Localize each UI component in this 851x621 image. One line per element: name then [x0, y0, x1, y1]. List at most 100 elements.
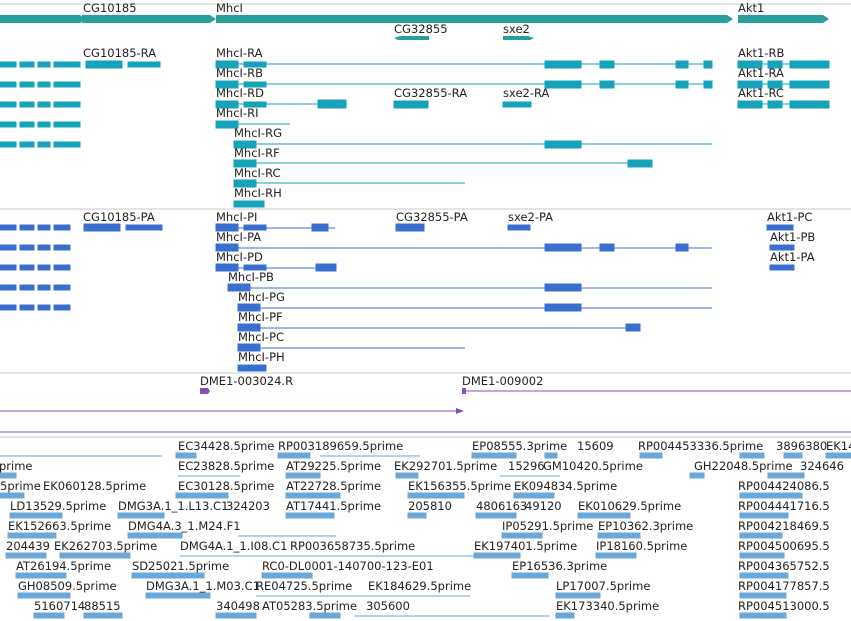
est-label[interactable]: RP004453336.5prime: [638, 439, 763, 453]
protein-label[interactable]: Akt1-PA: [770, 250, 815, 264]
protein-label[interactable]: sxe2-PA: [508, 210, 553, 224]
transcript-label[interactable]: Akt1-RB: [738, 46, 784, 60]
gene-feature[interactable]: Akt1: [738, 1, 829, 23]
protein-label[interactable]: Akt1-PB: [770, 230, 815, 244]
region-feature[interactable]: [0, 408, 464, 414]
protein-track-canvas: CG10185-PA MhcI-PI CG32855-PA sxe2-PA Ak…: [0, 208, 851, 372]
est-label[interactable]: DMG4A.3_1.M24.F1: [128, 519, 241, 533]
est-label[interactable]: AT26194.5prime: [16, 559, 111, 573]
est-label[interactable]: DMG4A.1_1.I08.C1: [180, 539, 287, 553]
est-label[interactable]: 15609: [577, 439, 614, 453]
est-label[interactable]: EK010629.5prime: [578, 499, 681, 513]
est-label[interactable]: 205810: [408, 499, 452, 513]
transcript-label[interactable]: CG32855-RA: [394, 86, 467, 100]
est-label[interactable]: AT05283.5prime: [262, 599, 357, 613]
est-label[interactable]: RP004424086.5: [738, 479, 830, 493]
est-label[interactable]: AT29225.5prime: [286, 459, 381, 473]
est-label[interactable]: 324203: [226, 499, 270, 513]
est-label[interactable]: 4806163: [476, 499, 527, 513]
est-label[interactable]: IP05291.5prime: [502, 519, 593, 533]
est-label[interactable]: RP004441716.5: [738, 499, 830, 513]
est-label[interactable]: EK184629.5prime: [368, 579, 471, 593]
protein-label[interactable]: MhcI-PH: [238, 350, 285, 364]
region-feature[interactable]: DME1-009002: [462, 374, 851, 394]
protein-label[interactable]: MhcI-PD: [216, 250, 263, 264]
est-label[interactable]: EK060128.5prime: [43, 479, 146, 493]
transcript-label[interactable]: MhcI-RI: [216, 106, 258, 120]
est-label[interactable]: GH22048.5prime: [694, 459, 793, 473]
est-label[interactable]: EK262703.5prime: [54, 539, 157, 553]
protein-label[interactable]: CG10185-PA: [83, 210, 155, 224]
protein-label[interactable]: MhcI-PG: [238, 290, 285, 304]
transcript-label[interactable]: MhcI-RA: [216, 46, 263, 60]
transcript-label[interactable]: MhcI-RF: [234, 146, 280, 160]
transcript-label[interactable]: MhcI-RB: [216, 66, 263, 80]
transcript-label[interactable]: Akt1-RC: [738, 86, 784, 100]
est-label[interactable]: GM10420.5prime: [543, 459, 643, 473]
est-label[interactable]: RP004218469.5: [738, 519, 830, 533]
est-label[interactable]: LP17007.5prime: [556, 579, 650, 593]
est-label[interactable]: GH08509.5prime: [18, 579, 117, 593]
est-label[interactable]: EC30128.5prime: [178, 479, 274, 493]
gene-feature[interactable]: CG32855: [394, 22, 448, 40]
est-label[interactable]: 5160714: [34, 599, 85, 613]
protein-label[interactable]: MhcI-PF: [238, 310, 283, 324]
est-label[interactable]: 5prime: [0, 479, 41, 493]
est-label[interactable]: IP18160.5prime: [596, 539, 687, 553]
est-label[interactable]: EK152663.5prime: [8, 519, 111, 533]
transcript-label[interactable]: MhcI-RD: [216, 86, 264, 100]
est-label[interactable]: RE04725.5prime: [256, 579, 352, 593]
est-label[interactable]: EP10362.3prime: [598, 519, 693, 533]
est-label[interactable]: RP004177857.5: [738, 579, 830, 593]
transcript-label[interactable]: sxe2-RA: [503, 86, 550, 100]
est-label[interactable]: RP003189659.5prime: [278, 439, 403, 453]
est-label[interactable]: 3896380: [776, 439, 827, 453]
transcript-label[interactable]: MhcI-RH: [234, 186, 282, 200]
est-label[interactable]: EC23828.5prime: [178, 459, 274, 473]
est-label[interactable]: RP003658735.5prime: [290, 539, 415, 553]
est-label[interactable]: RP004513000.5: [738, 599, 830, 613]
est-label[interactable]: LD13529.5prime: [10, 499, 106, 513]
gene-feature[interactable]: MhcI: [216, 1, 733, 23]
est-label[interactable]: 305600: [366, 599, 410, 613]
gene-feature[interactable]: sxe2: [503, 22, 534, 40]
est-label[interactable]: 340498: [216, 599, 260, 613]
protein-label[interactable]: Akt1-PC: [767, 210, 812, 224]
est-label[interactable]: EP08555.3prime: [472, 439, 567, 453]
est-label[interactable]: 324646: [800, 459, 844, 473]
est-label[interactable]: RP004500695.5: [738, 539, 830, 553]
est-label[interactable]: EK197401.5prime: [474, 539, 577, 553]
est-label[interactable]: DMG3A.1_1.M03.C1: [146, 579, 260, 593]
est-label[interactable]: EK173340.5prime: [556, 599, 659, 613]
est-label[interactable]: AT17441.5prime: [286, 499, 381, 513]
protein-label[interactable]: MhcI-PC: [238, 330, 284, 344]
protein-label[interactable]: MhcI-PI: [216, 210, 257, 224]
est-label[interactable]: 88515: [84, 599, 121, 613]
gene-feature[interactable]: CG10185: [0, 1, 137, 23]
est-label[interactable]: RP004365752.5: [738, 559, 830, 573]
est-label[interactable]: EP16536.3prime: [512, 559, 607, 573]
region-feature[interactable]: DME1-003024.R: [200, 374, 293, 394]
transcript-label[interactable]: Akt1-RA: [738, 66, 784, 80]
est-label[interactable]: SD25021.5prime: [132, 559, 229, 573]
est-label[interactable]: EC34428.5prime: [178, 439, 274, 453]
protein-label[interactable]: MhcI-PB: [228, 270, 274, 284]
est-label[interactable]: AT22728.5prime: [286, 479, 381, 493]
est-label[interactable]: EK14: [826, 439, 851, 453]
est-label[interactable]: EK292701.5prime: [394, 459, 497, 473]
est-label[interactable]: EK094834.5prime: [514, 479, 617, 493]
transcript-label[interactable]: CG10185-RA: [83, 46, 156, 60]
gene-label: CG32855: [394, 22, 448, 36]
est-label[interactable]: EK156355.5prime: [408, 479, 511, 493]
transcript-label[interactable]: MhcI-RC: [234, 166, 281, 180]
est-label[interactable]: 204439: [6, 539, 50, 553]
protein-label[interactable]: MhcI-PA: [216, 230, 261, 244]
protein-label[interactable]: CG32855-PA: [396, 210, 468, 224]
transcript-label[interactable]: MhcI-RG: [234, 126, 282, 140]
est-label[interactable]: DMG3A.1_1.L13.C1: [118, 499, 228, 513]
est-label[interactable]: prime: [0, 459, 33, 473]
est-label[interactable]: RC0-DL0001-140700-123-E01: [262, 559, 434, 573]
est-label[interactable]: 15296: [508, 459, 545, 473]
gene-feature[interactable]: [82, 15, 216, 23]
est-label[interactable]: 49120: [525, 499, 562, 513]
